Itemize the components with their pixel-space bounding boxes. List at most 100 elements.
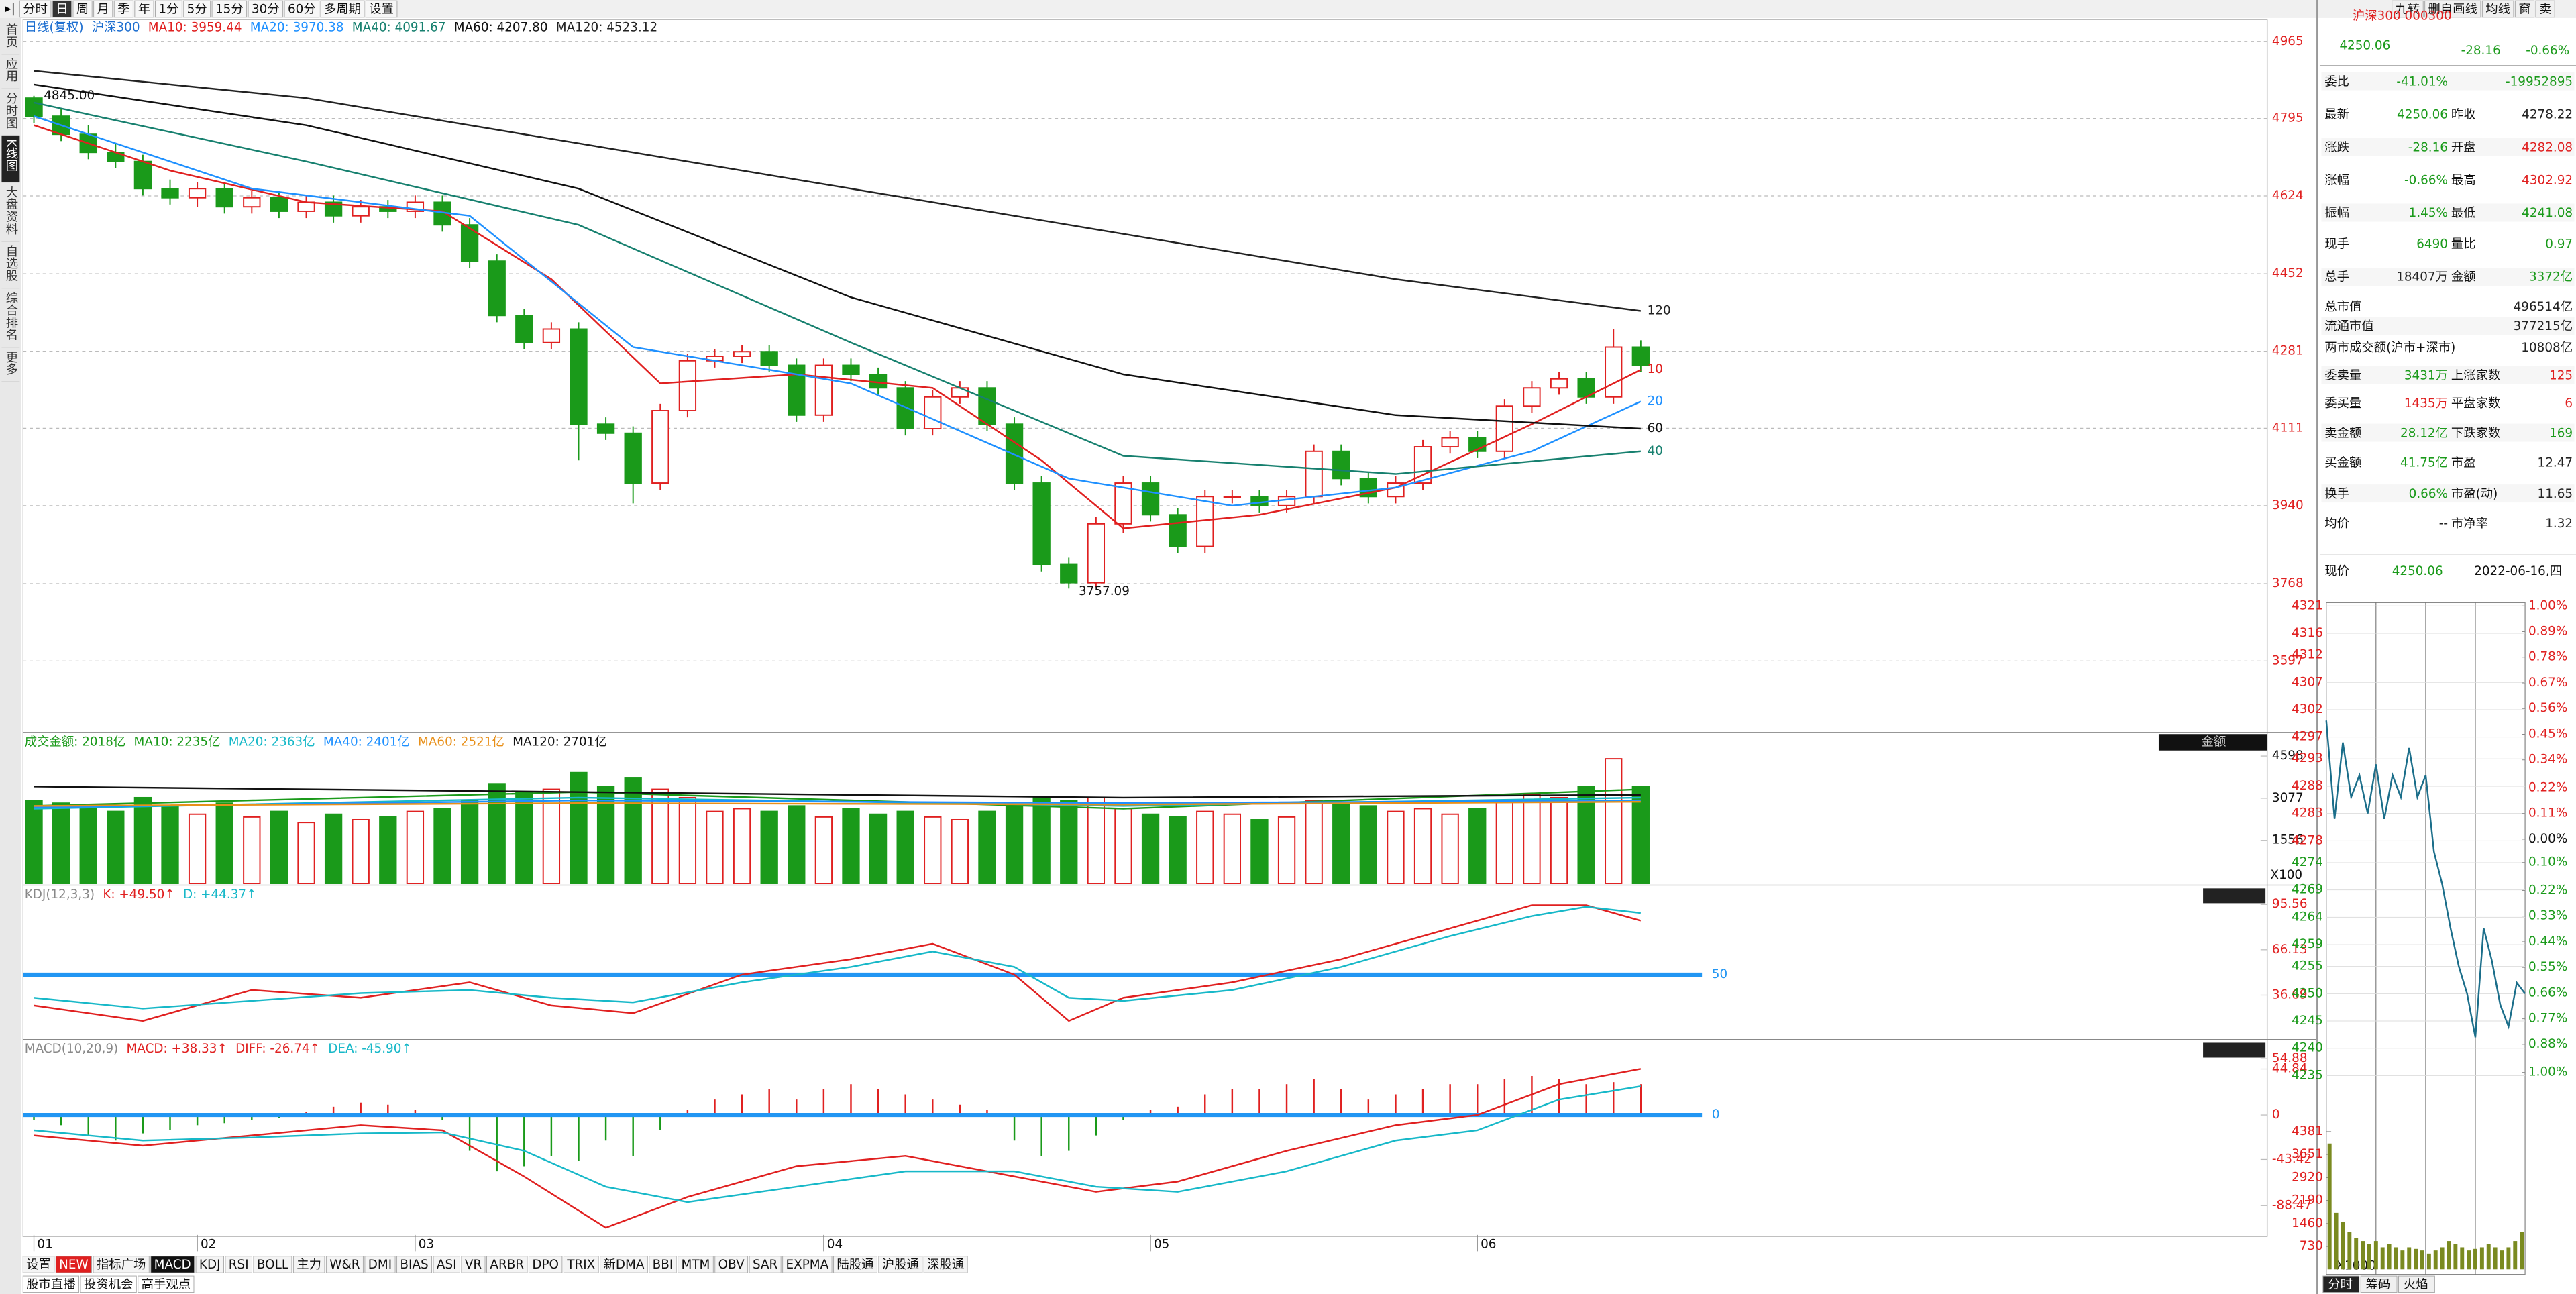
toolbar-label[interactable]: 日 [56, 3, 68, 17]
indicator-tab-label[interactable]: ASI [437, 1258, 457, 1272]
sidebar-item[interactable]: 自选股 [4, 245, 18, 282]
toolbar-label[interactable]: 5分 [187, 3, 207, 17]
toolbar-label[interactable]: 月 [97, 3, 109, 17]
toolbar-button[interactable] [2481, 0, 2514, 18]
indicator-tab[interactable] [22, 1256, 55, 1273]
toolbar-button[interactable] [93, 0, 113, 18]
toolbar-label[interactable]: 窗 [2518, 3, 2530, 17]
indicator-tab-label[interactable]: RSI [229, 1258, 249, 1272]
toolbar-label[interactable]: 年 [138, 3, 150, 17]
side-tab[interactable] [2322, 1275, 2360, 1293]
indicator-tab[interactable] [878, 1256, 923, 1273]
indicator-tab[interactable] [486, 1256, 528, 1273]
indicator-tab[interactable] [833, 1256, 877, 1273]
indicator-tab[interactable] [600, 1256, 648, 1273]
indicator-tab[interactable] [749, 1256, 782, 1273]
selector-box[interactable] [2158, 734, 2267, 751]
indicator-tab[interactable] [678, 1256, 714, 1273]
sidebar-item[interactable]: 大盘资料 [4, 186, 18, 235]
indicator-tab[interactable] [461, 1256, 486, 1273]
side-tab-label[interactable]: 火焰 [2404, 1278, 2428, 1292]
indicator-tab-label[interactable]: VR [465, 1258, 482, 1272]
toolbar-label[interactable]: 均线 [2485, 3, 2510, 17]
toolbar-label[interactable]: 设置 [369, 3, 394, 17]
indicator-tab-label[interactable]: BOLL [257, 1258, 289, 1272]
toolbar-button[interactable] [320, 0, 365, 18]
toolbar-label[interactable]: 删自画线 [2428, 3, 2477, 17]
sidebar-item[interactable]: K线图 [4, 139, 18, 172]
indicator-tab-label[interactable]: EXPMA [786, 1258, 829, 1272]
indicator-tab-label[interactable]: W&R [329, 1258, 360, 1272]
toolbar-label[interactable]: 1分 [158, 3, 178, 17]
indicator-tab-label[interactable]: DPO [532, 1258, 559, 1272]
selector[interactable]: 金额 [2202, 735, 2226, 749]
indicator-tab[interactable] [782, 1256, 833, 1273]
toolbar-label[interactable]: 九转 [2396, 3, 2420, 17]
indicator-tab[interactable] [55, 1256, 93, 1273]
toolbar-button[interactable] [155, 0, 182, 18]
indicator-tab[interactable] [396, 1256, 433, 1273]
toolbar-label[interactable]: 15分 [215, 3, 244, 17]
sidebar-item[interactable]: 分时图 [4, 92, 18, 129]
indicator-tab-label[interactable]: BBI [653, 1258, 674, 1272]
toolbar-button[interactable] [2424, 0, 2481, 18]
indicator-tab[interactable] [325, 1256, 364, 1273]
toolbar-button[interactable] [52, 0, 72, 18]
toolbar-button[interactable] [2535, 0, 2555, 18]
indicator-tab-label[interactable]: 沪股通 [882, 1258, 919, 1272]
indicator-tab[interactable] [433, 1256, 460, 1273]
toolbar-label[interactable]: 60分 [288, 3, 316, 17]
indicator-tab[interactable] [563, 1256, 599, 1273]
indicator-tab-label[interactable]: 新DMA [603, 1258, 644, 1272]
toolbar-button[interactable] [2514, 0, 2535, 18]
side-tab-label[interactable]: 筹码 [2366, 1278, 2391, 1292]
sidebar-item[interactable]: 更多 [4, 351, 18, 376]
toolbar-button[interactable] [2392, 0, 2424, 18]
indicator-tab[interactable] [225, 1256, 253, 1273]
indicator-help[interactable] [2203, 1042, 2266, 1058]
indicator-tab[interactable] [195, 1256, 224, 1273]
indicator-tab-label[interactable]: 设置 [26, 1258, 51, 1272]
sidebar-item[interactable]: 应用 [4, 58, 18, 83]
indicator-tab-label[interactable]: NEW [59, 1258, 89, 1272]
indicator-tab[interactable] [649, 1256, 677, 1273]
indicator-tab[interactable] [714, 1256, 749, 1273]
indicator-help[interactable] [2203, 888, 2266, 904]
toolbar-button[interactable] [19, 0, 52, 18]
indicator-tab[interactable] [292, 1256, 325, 1273]
indicator-tab-label[interactable]: SAR [753, 1258, 778, 1272]
indicator-tab-label[interactable]: 陆股通 [837, 1258, 873, 1272]
indicator-tab[interactable] [364, 1256, 396, 1273]
indicator-tab-label[interactable]: 主力 [297, 1258, 321, 1272]
indicator-tab-label[interactable]: MACD [154, 1258, 191, 1272]
toolbar-button[interactable] [284, 0, 320, 18]
indicator-tab-label[interactable]: 指标广场 [97, 1258, 146, 1272]
indicator-tab[interactable] [150, 1256, 195, 1273]
indicator-tab[interactable] [253, 1256, 292, 1273]
indicator-tab-label[interactable]: MTM [681, 1258, 710, 1272]
toolbar-label[interactable]: 季 [117, 3, 129, 17]
sidebar-item[interactable]: 综合排名 [4, 292, 18, 341]
indicator-tab-label[interactable]: OBV [718, 1258, 745, 1272]
indicator-tab-label[interactable]: DMI [368, 1258, 392, 1272]
toolbar-label[interactable]: 周 [76, 3, 89, 17]
indicator-tab-label[interactable]: BIAS [400, 1258, 428, 1272]
indicator-tab-label[interactable]: ARBR [490, 1258, 524, 1272]
bottom-link[interactable]: 投资机会 [84, 1278, 133, 1292]
indicator-tab[interactable] [93, 1256, 150, 1273]
bottom-link[interactable]: 高手观点 [142, 1278, 191, 1292]
sidebar-item[interactable]: 首页 [4, 23, 18, 48]
toolbar-label[interactable]: 卖 [2539, 3, 2551, 17]
toolbar-button[interactable] [72, 0, 93, 18]
toolbar-button[interactable] [248, 0, 284, 18]
side-tab[interactable] [2398, 1275, 2435, 1293]
side-tab-label[interactable]: 分时 [2328, 1278, 2353, 1292]
toolbar-button[interactable] [211, 0, 248, 18]
toolbar-button[interactable] [183, 0, 211, 18]
toolbar-label[interactable]: 分时 [23, 3, 48, 17]
bottom-link[interactable]: 股市直播 [26, 1278, 75, 1292]
toolbar-button[interactable] [134, 0, 154, 18]
indicator-tab-label[interactable]: 深股通 [927, 1258, 964, 1272]
indicator-tab[interactable] [923, 1256, 968, 1273]
toolbar-label[interactable]: 多周期 [324, 3, 361, 17]
